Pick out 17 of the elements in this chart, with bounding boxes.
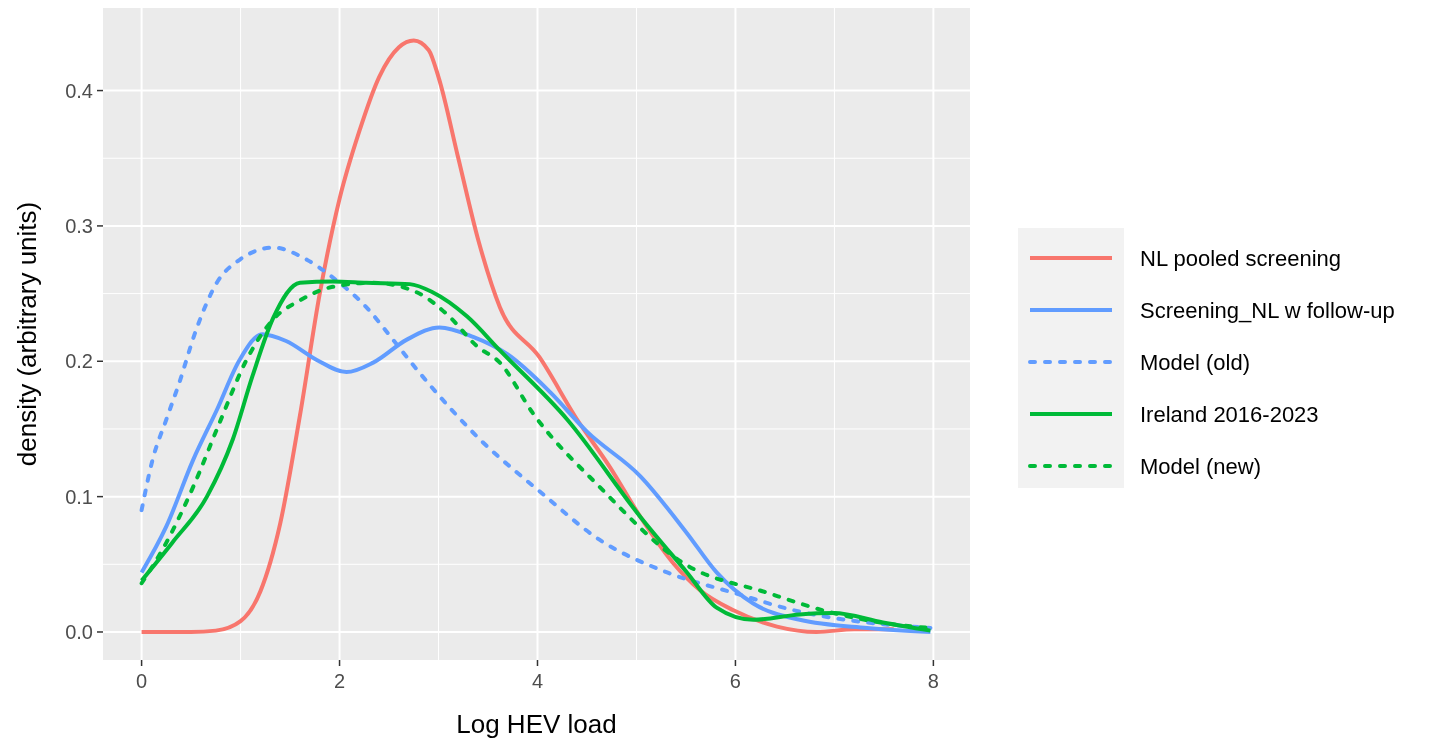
x-tick-label: 0 [136,670,148,692]
y-tick-label: 0.3 [65,214,93,237]
x-axis-title: Log HEV load [456,709,617,739]
legend-label: NL pooled screening [1140,246,1341,271]
y-tick-label: 0.1 [65,485,93,508]
x-tick-label: 6 [729,670,741,692]
y-tick-label: 0.4 [65,79,93,102]
x-tick-label: 8 [927,670,939,692]
legend-label: Screening_NL w follow-up [1140,298,1395,323]
x-tick-label: 4 [531,670,544,692]
legend-label: Model (old) [1140,350,1251,375]
y-axis-title: density (arbitrary units) [12,201,42,467]
x-tick-label: 2 [333,670,346,692]
legend-label: Model (new) [1140,454,1262,479]
legend-label: Ireland 2016-2023 [1140,402,1319,427]
y-tick-label: 0.2 [65,350,93,373]
y-tick-label: 0.0 [65,620,93,643]
